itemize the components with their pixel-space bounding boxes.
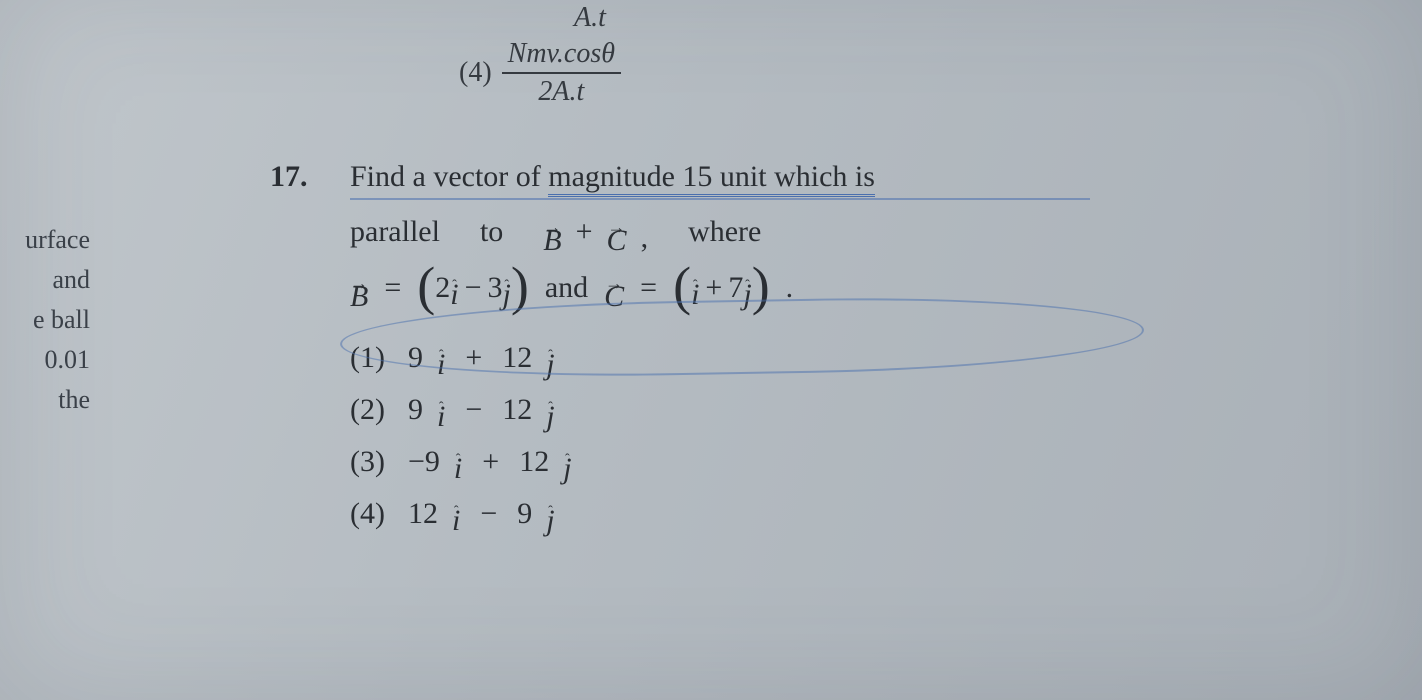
word-parallel: parallel — [350, 215, 440, 249]
option-3: (3) −9 ˆi + 12 ˆj — [350, 436, 1250, 488]
previous-option-fragment: A.t (4) Nmv.cosθ 2A.t — [400, 0, 680, 110]
vector-C-def: → C — [604, 270, 624, 306]
prev-numerator: Nmv.cosθ — [502, 36, 621, 74]
vector-B-def: → B — [350, 270, 368, 306]
word-where: where — [688, 215, 761, 249]
options-list: (1) 9 ˆi + 12 ˆj (2) 9 ˆi − 12 ˆj (3) −9… — [350, 332, 1250, 540]
vector-C: → C — [607, 214, 627, 250]
word-and: and — [545, 271, 588, 305]
question-line-3: → B = ( 2 ˆi − 3 ˆj ) and → C = ( ˆi + 7… — [350, 268, 1250, 308]
question-line-2: parallel to → B + → C , where — [350, 214, 1250, 250]
question-body: Find a vector of magnitude 15 unit which… — [350, 160, 1250, 540]
option-2: (2) 9 ˆi − 12 ˆj — [350, 384, 1250, 436]
question-number: 17. — [270, 160, 308, 194]
prev-denominator: 2A.t — [538, 74, 584, 110]
question-line-1: Find a vector of magnitude 15 unit which… — [350, 160, 1250, 194]
prev-option-number: (4) — [459, 55, 492, 91]
C-expression: ( ˆi + 7 ˆj ) — [673, 268, 770, 308]
option-4: (4) 12 ˆi − 9 ˆj — [350, 488, 1250, 540]
left-margin-cut-text: urface and e ball 0.01 the — [0, 220, 90, 420]
option-1: (1) 9 ˆi + 12 ˆj — [350, 332, 1250, 384]
word-to: to — [480, 215, 503, 249]
B-expression: ( 2 ˆi − 3 ˆj ) — [417, 268, 529, 308]
prev-numerator-top: A.t — [568, 0, 612, 36]
vector-B: → B — [543, 214, 561, 250]
